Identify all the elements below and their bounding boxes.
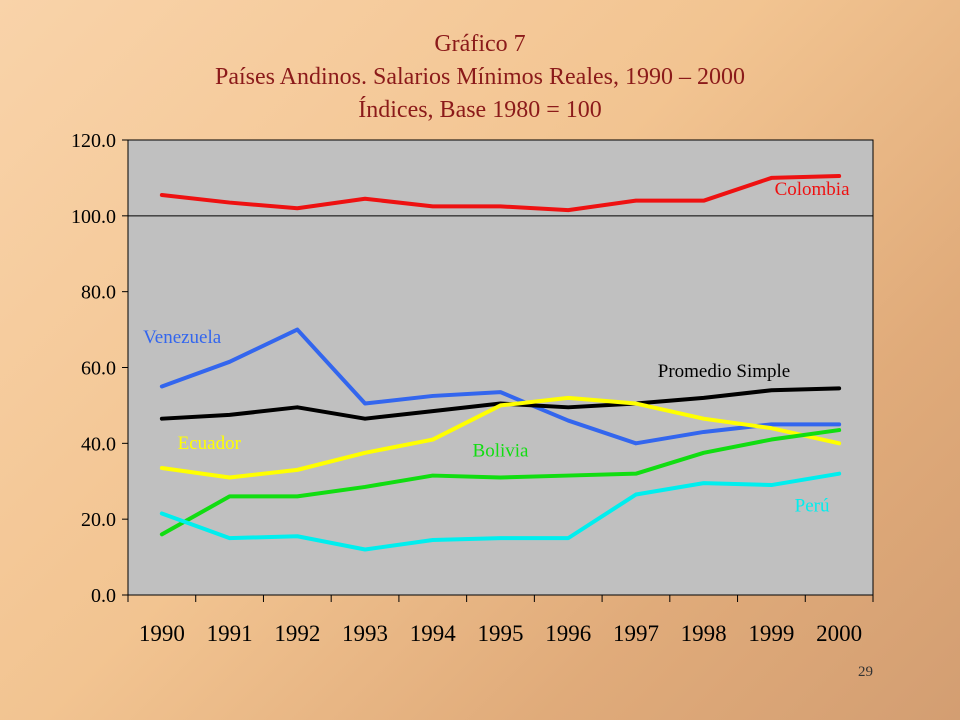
series-line-ecuador [159,395,842,480]
x-tick-label: 1992 [274,621,320,646]
x-tick-label: 1995 [478,621,524,646]
x-tick-label: 1994 [410,621,457,646]
x-tick-label: 1990 [139,621,185,646]
series-line-bolivia [159,428,842,537]
series-labels-layer: Colombia Venezuela Promedio Simple Ecuador B… [143,179,850,517]
axes-layer: 0.0 20.0 40.0 60.0 80.0 100.0 120.0 1990 1991 199… [71,130,874,646]
x-tick-label: 1999 [748,621,794,646]
series-line-colombia [159,174,842,213]
x-tick-label: 1993 [342,621,388,646]
series-line-per [159,471,842,552]
chart-title-block: Gráfico 7 Países Andinos. Salarios Mínim… [0,28,960,127]
page-number: 29 [858,664,873,680]
x-tick-label: 1991 [207,621,253,646]
x-tick-label: 1996 [545,621,591,646]
y-tick-label: 0.0 [91,585,116,607]
chart-subtitle: Países Andinos. Salarios Mínimos Reales,… [215,64,745,90]
series-layer [159,174,842,552]
y-tick-label: 40.0 [81,433,116,455]
series-label-colombia: Colombia [775,179,851,200]
x-tick-label: 1997 [613,621,659,646]
chart-title: Gráfico 7 [434,31,526,57]
x-tick-label: 1998 [681,621,727,646]
series-label-ecuador: Ecuador [178,433,242,454]
y-tick-label: 20.0 [81,509,116,531]
x-tick-label: 2000 [816,621,862,646]
y-tick-label: 60.0 [81,358,116,380]
chart-subtitle-base: Índices, Base 1980 = 100 [358,97,602,123]
y-tick-label: 80.0 [81,282,116,304]
series-line-venezuela [159,327,842,446]
series-label-promedio-simple: Promedio Simple [658,361,790,382]
series-label-bolivia: Bolivia [473,441,530,462]
series-label-per: Perú [795,496,830,517]
series-label-venezuela: Venezuela [143,327,222,348]
y-tick-label: 120.0 [71,130,116,152]
y-tick-label: 100.0 [71,206,116,228]
